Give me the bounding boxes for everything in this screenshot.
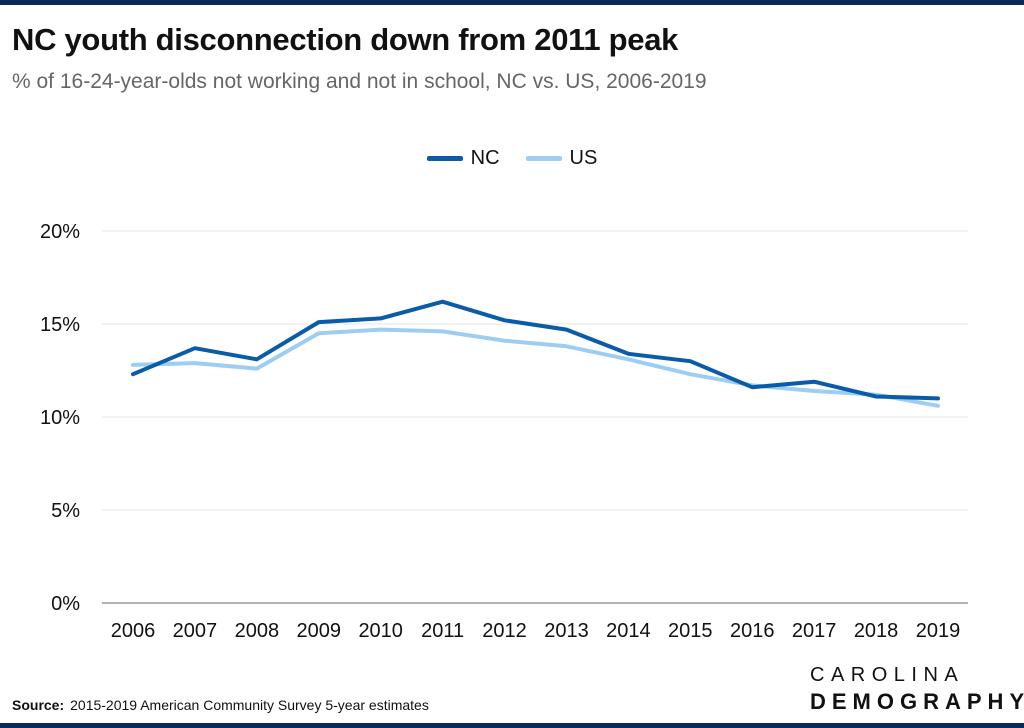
x-tick-label: 2014: [606, 620, 651, 642]
x-tick-label: 2017: [792, 620, 837, 642]
carolina-demography-logo: CAROLINA DEMOGRAPHY: [810, 664, 1024, 715]
x-tick-label: 2018: [854, 620, 899, 642]
y-tick-label: 20%: [40, 221, 80, 243]
y-tick-label: 5%: [51, 500, 80, 522]
chart-title: NC youth disconnection down from 2011 pe…: [12, 22, 679, 57]
chart-subtitle: % of 16-24-year-olds not working and not…: [12, 70, 707, 93]
y-tick-label: 10%: [40, 407, 80, 429]
legend-swatch-us: [525, 155, 562, 161]
x-tick-label: 2008: [235, 620, 280, 642]
x-tick-label: 2019: [916, 620, 961, 642]
x-tick-label: 2006: [111, 620, 156, 642]
logo-line-carolina: CAROLINA: [810, 664, 965, 686]
series-line-us: [131, 327, 940, 408]
x-tick-label: 2007: [173, 620, 218, 642]
bottom-rule: [0, 723, 1024, 728]
x-tick-label: 2016: [730, 620, 775, 642]
logo-line-demography: DEMOGRAPHY: [810, 689, 1024, 714]
source-text: 2015-2019 American Community Survey 5-ye…: [70, 697, 429, 713]
x-tick-label: 2013: [544, 620, 589, 642]
x-tick-label: 2012: [482, 620, 527, 642]
chart-legend: NC US: [0, 146, 1024, 170]
top-rule: [0, 0, 1024, 5]
y-tick-label: 15%: [40, 314, 80, 336]
x-tick-label: 2015: [668, 620, 713, 642]
legend-swatch-nc: [426, 155, 463, 161]
x-tick-label: 2009: [297, 620, 342, 642]
legend-item-us: US: [525, 146, 598, 170]
legend-label-nc: NC: [470, 146, 500, 169]
x-tick-label: 2011: [421, 620, 464, 642]
series-line-nc: [131, 299, 940, 401]
source-note: Source: 2015-2019 American Community Surv…: [12, 697, 429, 713]
legend-item-nc: NC: [426, 146, 500, 170]
legend-label-us: US: [569, 146, 598, 169]
y-tick-label: 0%: [51, 593, 80, 615]
source-label: Source:: [12, 697, 65, 713]
x-tick-label: 2010: [358, 620, 403, 642]
